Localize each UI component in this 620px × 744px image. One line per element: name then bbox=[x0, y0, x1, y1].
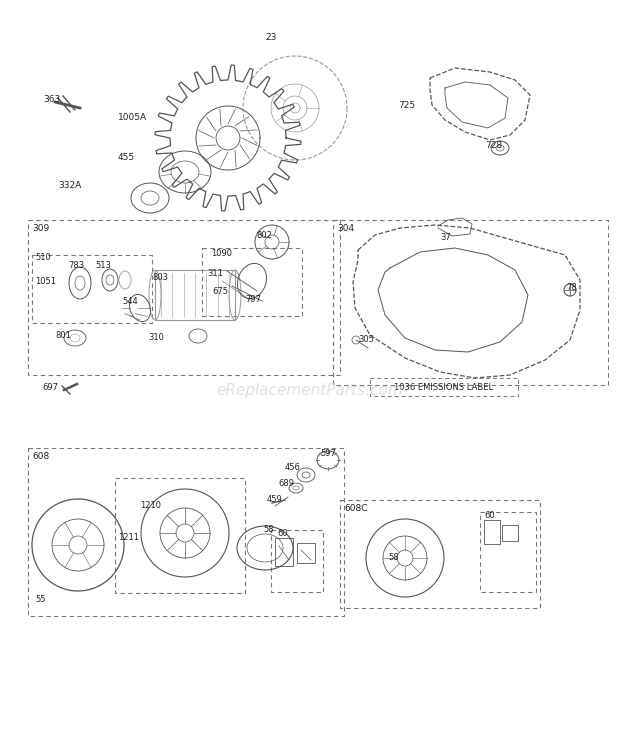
Bar bbox=[155, 270, 235, 320]
Bar bbox=[32, 255, 152, 323]
Bar bbox=[502, 525, 518, 541]
Bar bbox=[202, 248, 302, 316]
Text: 309: 309 bbox=[32, 224, 49, 233]
Text: 697: 697 bbox=[42, 383, 58, 393]
Bar bbox=[340, 500, 540, 608]
Text: 332A: 332A bbox=[58, 181, 81, 190]
Text: 60: 60 bbox=[277, 528, 288, 537]
Circle shape bbox=[564, 284, 576, 296]
Bar bbox=[275, 538, 293, 566]
Text: 1090: 1090 bbox=[211, 248, 232, 257]
Bar bbox=[115, 478, 245, 593]
Text: 1211: 1211 bbox=[118, 533, 139, 542]
Text: 363: 363 bbox=[43, 95, 60, 104]
Bar bbox=[333, 220, 608, 385]
Text: 689: 689 bbox=[278, 479, 294, 489]
Text: 1051: 1051 bbox=[35, 278, 56, 286]
Text: 1005A: 1005A bbox=[118, 114, 147, 123]
Text: eReplacementParts.com: eReplacementParts.com bbox=[216, 383, 404, 398]
Text: 797: 797 bbox=[245, 295, 261, 304]
Bar bbox=[28, 448, 344, 616]
Text: 304: 304 bbox=[337, 224, 354, 233]
Text: 58: 58 bbox=[263, 525, 273, 534]
Text: 608: 608 bbox=[32, 452, 49, 461]
Bar bbox=[271, 530, 323, 592]
Text: 459: 459 bbox=[267, 496, 283, 504]
Text: 1036 EMISSIONS LABEL: 1036 EMISSIONS LABEL bbox=[394, 382, 494, 391]
Text: 456: 456 bbox=[285, 464, 301, 472]
Text: 802: 802 bbox=[256, 231, 272, 240]
Text: 513: 513 bbox=[95, 260, 111, 269]
Text: 455: 455 bbox=[118, 153, 135, 162]
Text: 597: 597 bbox=[320, 449, 336, 458]
Text: 23: 23 bbox=[265, 33, 277, 42]
Text: 78: 78 bbox=[566, 283, 577, 292]
Text: 510: 510 bbox=[35, 254, 51, 263]
Text: 311: 311 bbox=[207, 269, 223, 278]
Bar bbox=[480, 512, 536, 592]
Text: 305: 305 bbox=[358, 336, 374, 344]
Text: 544: 544 bbox=[122, 298, 138, 307]
Bar bbox=[28, 220, 340, 375]
Bar bbox=[370, 378, 518, 396]
Text: 608C: 608C bbox=[344, 504, 368, 513]
Text: 310: 310 bbox=[148, 333, 164, 342]
Text: 728: 728 bbox=[485, 141, 502, 150]
Text: 801: 801 bbox=[55, 332, 71, 341]
Text: 803: 803 bbox=[152, 274, 168, 283]
Text: 675: 675 bbox=[212, 287, 228, 297]
Bar bbox=[297, 543, 315, 563]
Text: 58: 58 bbox=[388, 554, 399, 562]
Text: 725: 725 bbox=[398, 100, 415, 109]
Text: 783: 783 bbox=[68, 260, 84, 269]
Text: 55: 55 bbox=[35, 595, 45, 604]
Text: 1210: 1210 bbox=[140, 501, 161, 510]
Text: 37: 37 bbox=[440, 234, 451, 243]
Bar bbox=[484, 520, 500, 544]
Text: 60: 60 bbox=[484, 512, 495, 521]
